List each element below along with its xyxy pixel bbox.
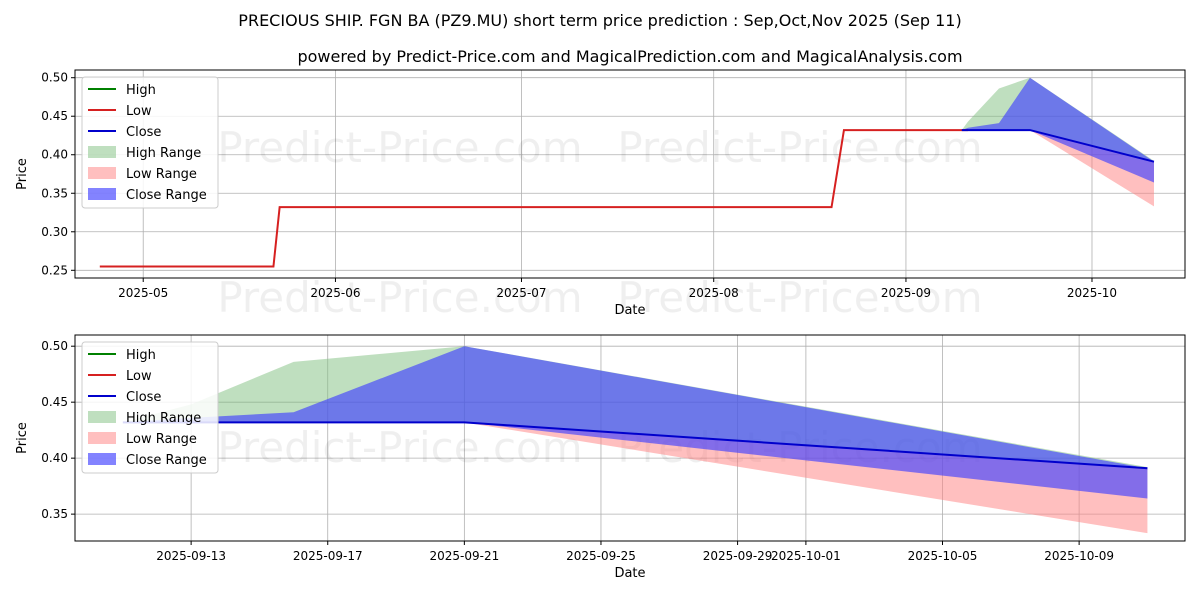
- watermark-text: Predict-Price.com: [217, 123, 582, 172]
- chart-subtitle: powered by Predict-Price.com and Magical…: [297, 47, 962, 66]
- y-tick-label: 0.25: [41, 263, 68, 277]
- close-range-band: [122, 346, 1148, 499]
- y-axis-label: Price: [15, 158, 30, 190]
- x-tick-label: 2025-09-13: [156, 549, 226, 563]
- y-tick-label: 0.35: [41, 186, 68, 200]
- low-range-band: [464, 422, 1148, 534]
- x-axis-label: Date: [614, 566, 645, 581]
- y-axis-label: Price: [15, 422, 30, 454]
- x-tick-label: 2025-10: [1067, 286, 1117, 300]
- legend-label: Close Range: [126, 453, 207, 468]
- y-tick-label: 0.45: [41, 395, 68, 409]
- legend-label: High Range: [126, 411, 201, 426]
- axes-frame: [74, 69, 1186, 279]
- close-line: [122, 421, 1148, 470]
- legend-swatch: [88, 146, 116, 158]
- legend-swatch: [88, 453, 116, 465]
- low-range-band: [1029, 130, 1154, 207]
- x-tick-label: 2025-07: [496, 286, 546, 300]
- y-tick-label: 0.35: [41, 507, 68, 521]
- legend-label: High: [126, 348, 156, 363]
- y-tick-label: 0.50: [41, 339, 68, 353]
- legend-label: Low Range: [126, 167, 197, 182]
- chart-title: PRECIOUS SHIP. FGN BA (PZ9.MU) short ter…: [238, 11, 961, 30]
- close-range-band: [961, 77, 1154, 183]
- legend-label: Close: [126, 125, 161, 140]
- x-tick-label: 2025-09: [881, 286, 931, 300]
- x-axis-label: Date: [614, 303, 645, 318]
- x-tick-label: 2025-06: [310, 286, 360, 300]
- legend-swatch: [88, 432, 116, 444]
- legend: High Low Close High Range Low Range Close Ran…: [81, 341, 219, 474]
- legend-label: Low: [126, 104, 152, 119]
- legend-swatch: [88, 167, 116, 179]
- axes-frame: [74, 334, 1186, 542]
- legend-swatch: [88, 411, 116, 423]
- x-tick-label: 2025-09-17: [293, 549, 363, 563]
- y-tick-label: 0.40: [41, 148, 68, 162]
- legend-label: Low: [126, 369, 152, 384]
- legend-label: High: [126, 83, 156, 98]
- bottom-axes: Predict-Price.comPredict-Price.com0.350.…: [15, 334, 1186, 581]
- legend: High Low Close High Range Low Range Close Ran…: [81, 76, 219, 209]
- close-line: [961, 129, 1155, 163]
- x-tick-label: 2025-09-21: [429, 549, 499, 563]
- y-tick-label: 0.30: [41, 225, 68, 239]
- legend-swatch: [88, 188, 116, 200]
- legend-label: High Range: [126, 146, 201, 161]
- x-tick-label: 2025-10-05: [908, 549, 978, 563]
- x-tick-label: 2025-05: [118, 286, 168, 300]
- y-tick-label: 0.40: [41, 451, 68, 465]
- y-tick-label: 0.50: [41, 71, 68, 85]
- top-axes: Predict-Price.com Predict-Price.com Predic…: [15, 69, 1186, 322]
- x-tick-label: 2025-10-09: [1044, 549, 1114, 563]
- watermark-text: Predict-Price.com: [617, 273, 982, 322]
- legend-label: Close Range: [126, 188, 207, 203]
- watermark-text: Predict-Price.com: [617, 123, 982, 172]
- legend-label: Close: [126, 390, 161, 405]
- plot-area: [99, 77, 1155, 268]
- low-line: [99, 129, 968, 268]
- plot-area: [122, 346, 1148, 534]
- x-tick-label: 2025-10-01: [771, 549, 841, 563]
- legend-label: Low Range: [126, 432, 197, 447]
- y-tick-label: 0.45: [41, 109, 68, 123]
- x-tick-label: 2025-09-29: [703, 549, 773, 563]
- x-tick-label: 2025-09-25: [566, 549, 636, 563]
- x-tick-label: 2025-08: [689, 286, 739, 300]
